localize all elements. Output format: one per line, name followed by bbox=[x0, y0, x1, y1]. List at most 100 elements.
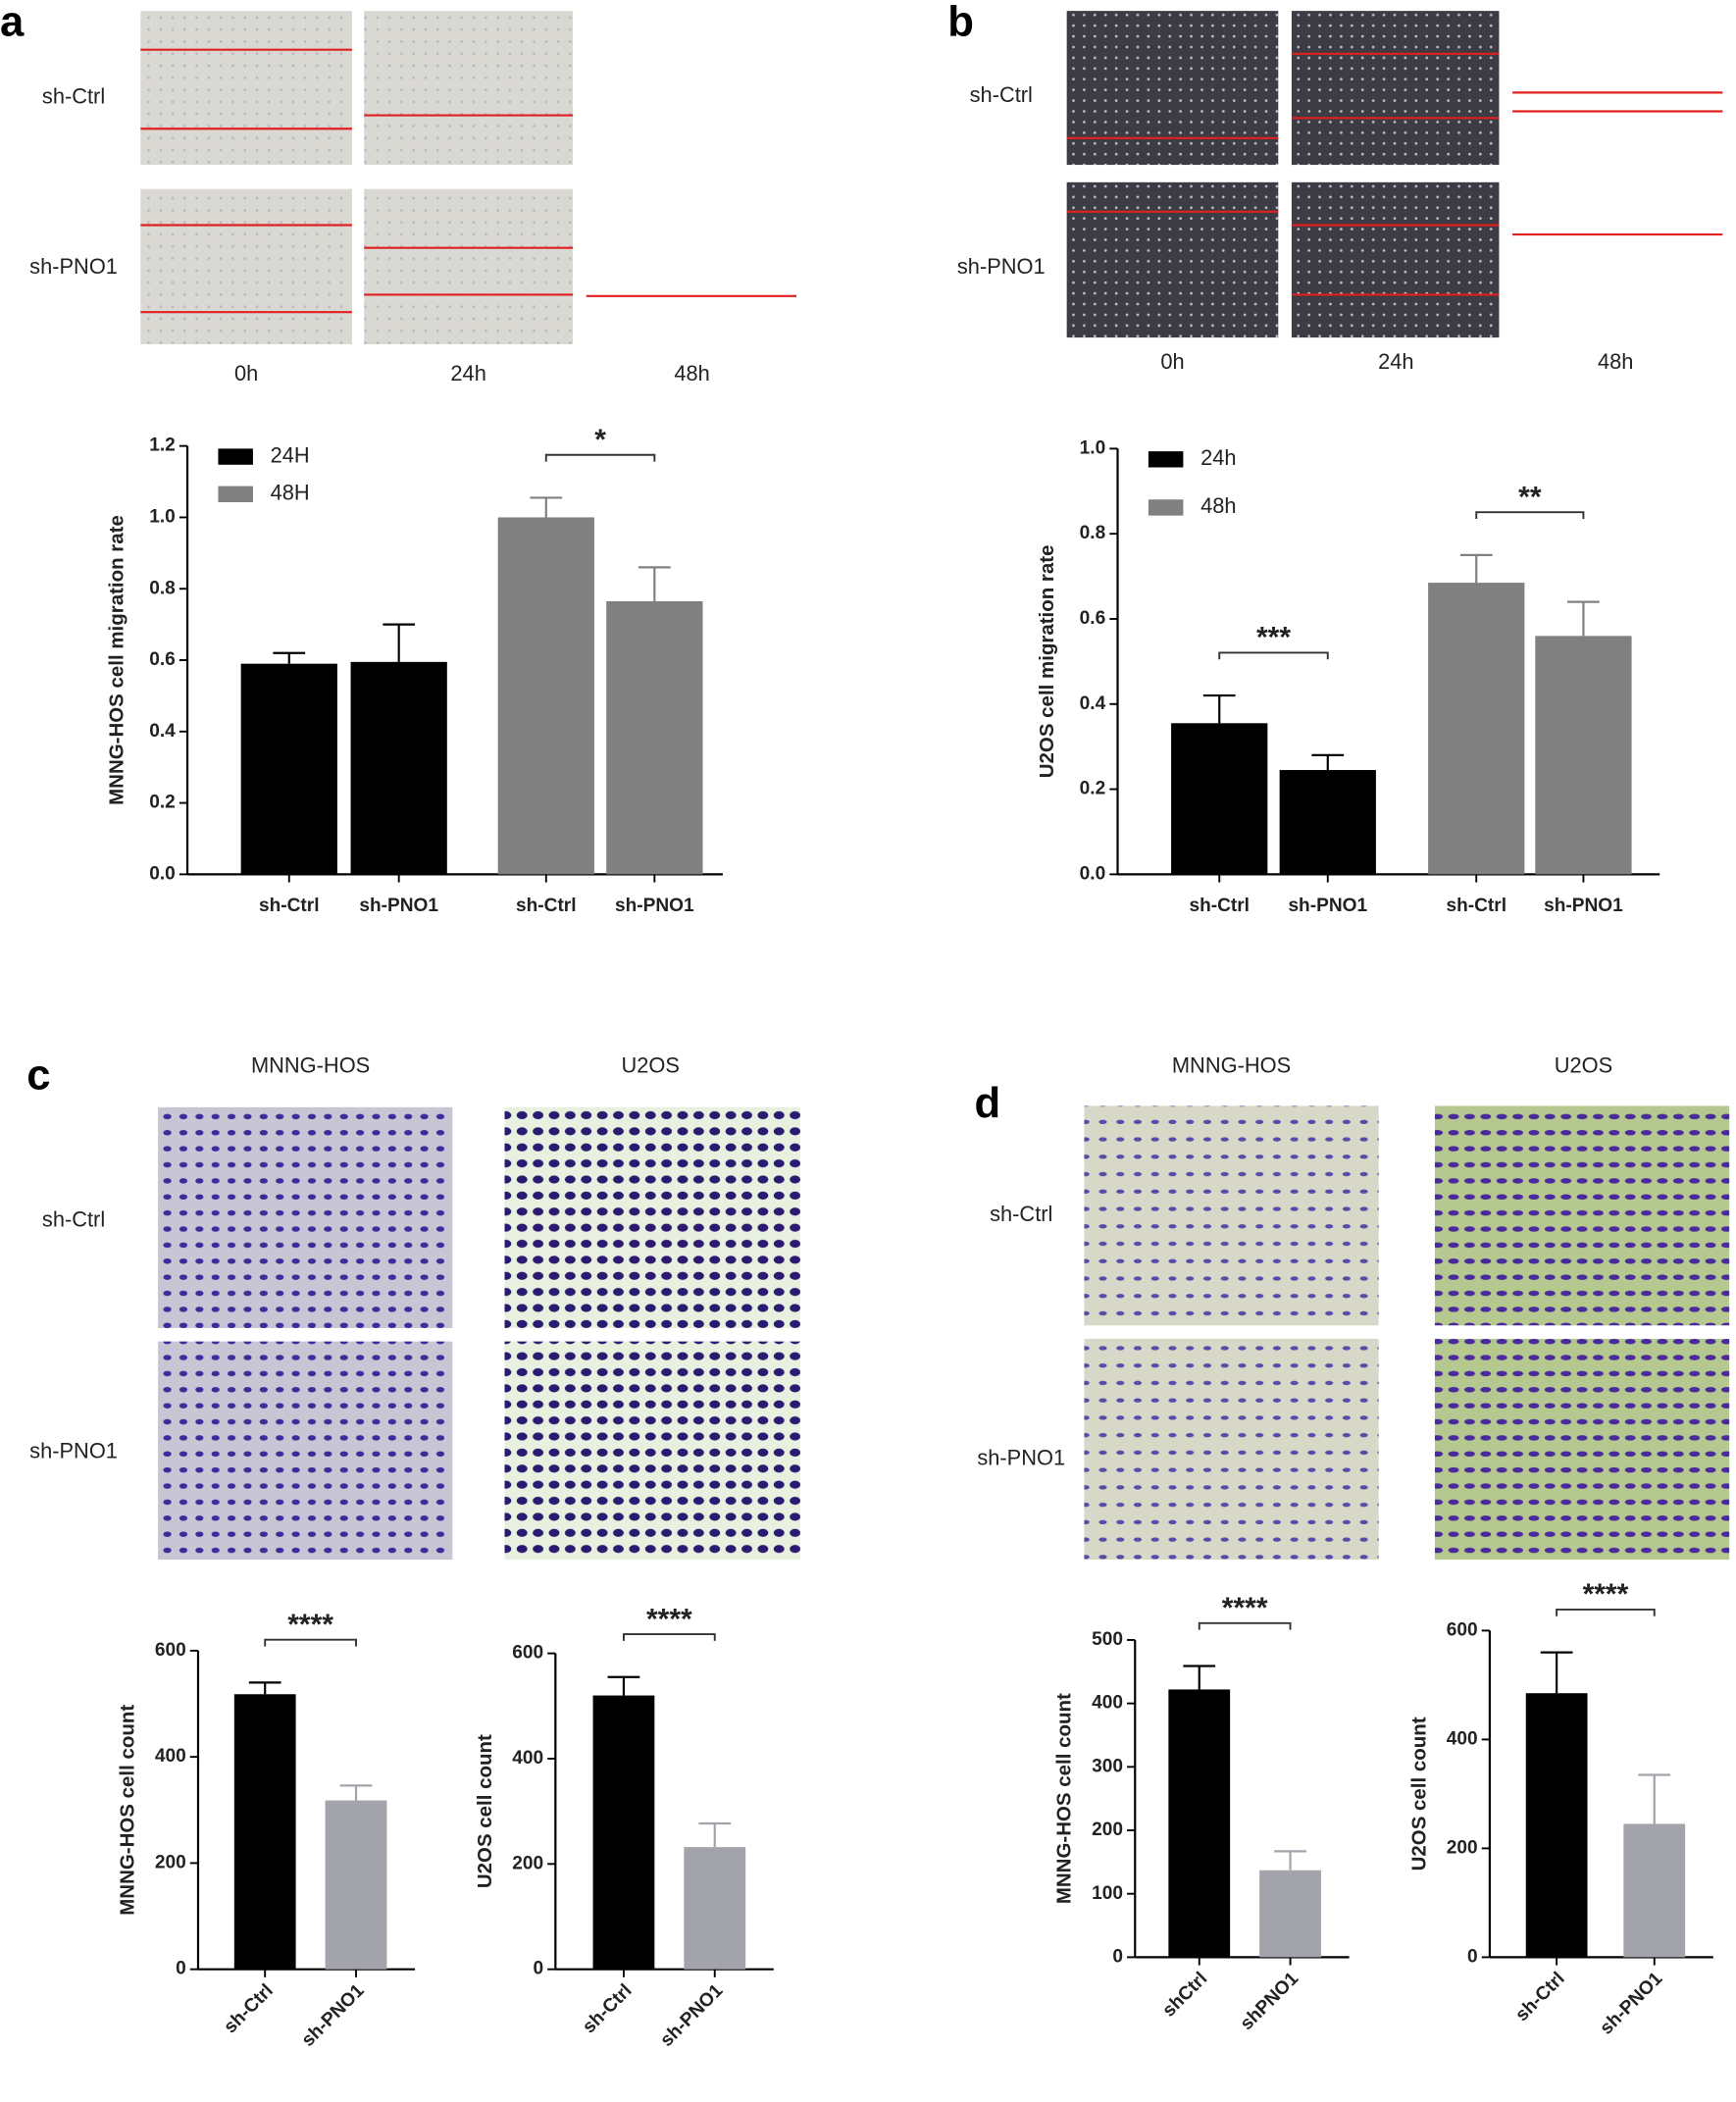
x-tick-label: shPNO1 bbox=[1237, 1968, 1303, 2034]
x-tick-label: sh-Ctrl bbox=[516, 896, 577, 916]
y-tick-label: 600 bbox=[155, 1640, 186, 1661]
micrograph bbox=[1434, 1338, 1730, 1561]
panel-letter: c bbox=[26, 1051, 50, 1099]
column-label: 48h bbox=[674, 361, 709, 385]
y-tick-label: 0.4 bbox=[149, 721, 176, 742]
y-tick-label: 500 bbox=[1092, 1629, 1123, 1650]
panel-letter: a bbox=[0, 0, 25, 45]
y-tick-label: 400 bbox=[1447, 1728, 1478, 1749]
micrograph bbox=[587, 189, 796, 344]
bar bbox=[1171, 723, 1268, 875]
x-tick-label: sh-PNO1 bbox=[298, 1980, 369, 2051]
bar bbox=[684, 1847, 746, 1970]
bar bbox=[325, 1800, 387, 1970]
y-tick-label: 0.6 bbox=[1080, 608, 1106, 629]
significance-label: **** bbox=[1583, 1578, 1629, 1611]
micrograph bbox=[504, 1341, 801, 1561]
y-tick-label: 0.6 bbox=[149, 649, 176, 670]
micrographs bbox=[140, 11, 1730, 1561]
row-label: sh-PNO1 bbox=[29, 1439, 118, 1463]
x-tick-label: sh-Ctrl bbox=[259, 896, 320, 916]
significance-bracket bbox=[1556, 1608, 1656, 1616]
y-tick-label: 100 bbox=[1092, 1883, 1123, 1904]
legend-swatch bbox=[1148, 499, 1184, 516]
bar bbox=[233, 1694, 296, 1970]
y-tick-label: 200 bbox=[512, 1853, 543, 1873]
column-label: 48h bbox=[1598, 349, 1633, 374]
y-tick-label: 1.0 bbox=[149, 506, 176, 527]
x-tick-label: sh-Ctrl bbox=[1189, 896, 1250, 916]
significance-label: * bbox=[594, 424, 606, 456]
bar bbox=[350, 661, 447, 875]
micrograph bbox=[364, 11, 574, 166]
micrograph bbox=[1066, 11, 1279, 166]
micrograph bbox=[1066, 181, 1279, 338]
y-axis-label: MNNG-HOS cell count bbox=[116, 1705, 138, 1916]
y-tick-label: 400 bbox=[512, 1748, 543, 1769]
bar bbox=[606, 600, 703, 875]
column-label: MNNG-HOS bbox=[251, 1053, 370, 1078]
bar bbox=[1279, 770, 1376, 875]
bar bbox=[1168, 1689, 1231, 1958]
micrograph bbox=[1512, 11, 1722, 165]
micrograph bbox=[364, 188, 574, 344]
y-tick-label: 1.2 bbox=[149, 436, 176, 456]
bar bbox=[1525, 1693, 1588, 1958]
micrograph bbox=[140, 188, 352, 344]
y-tick-label: 600 bbox=[512, 1643, 543, 1664]
x-tick-label: sh-PNO1 bbox=[1288, 896, 1367, 916]
y-tick-label: 200 bbox=[1092, 1820, 1123, 1840]
row-label: sh-PNO1 bbox=[977, 1445, 1065, 1469]
micrograph bbox=[504, 1106, 801, 1328]
y-tick-label: 1.0 bbox=[1080, 437, 1106, 458]
significance-bracket bbox=[1218, 651, 1329, 660]
column-label: MNNG-HOS bbox=[1172, 1053, 1291, 1078]
panel-letter: d bbox=[974, 1079, 1000, 1127]
legend-label: 48h bbox=[1200, 493, 1236, 518]
significance-bracket bbox=[544, 453, 656, 462]
row-label: sh-Ctrl bbox=[990, 1202, 1052, 1226]
micrograph bbox=[140, 11, 352, 166]
significance-label: *** bbox=[1256, 622, 1291, 654]
significance-bracket bbox=[264, 1638, 357, 1647]
y-axis-label: U2OS cell count bbox=[1407, 1717, 1430, 1871]
y-tick-label: 400 bbox=[155, 1746, 186, 1767]
x-tick-label: sh-PNO1 bbox=[1596, 1968, 1666, 2038]
x-tick-label: sh-PNO1 bbox=[615, 896, 694, 916]
bar bbox=[592, 1695, 655, 1970]
column-label: U2OS bbox=[622, 1053, 680, 1078]
significance-label: **** bbox=[1222, 1592, 1268, 1624]
bar bbox=[240, 663, 337, 875]
y-tick-label: 200 bbox=[1447, 1837, 1478, 1858]
y-tick-label: 200 bbox=[155, 1852, 186, 1872]
y-tick-label: 0.8 bbox=[149, 578, 176, 598]
y-axis-label: MNNG-HOS cell migration rate bbox=[105, 515, 128, 805]
x-tick-label: sh-Ctrl bbox=[1446, 896, 1506, 916]
y-axis-label: MNNG-HOS cell count bbox=[1053, 1693, 1076, 1904]
x-tick-label: sh-PNO1 bbox=[359, 896, 438, 916]
bar bbox=[1259, 1870, 1321, 1958]
y-axis-label: U2OS cell count bbox=[474, 1734, 496, 1888]
row-label: sh-Ctrl bbox=[42, 1207, 105, 1232]
y-tick-label: 0.0 bbox=[149, 863, 176, 884]
column-label: 24h bbox=[1378, 349, 1413, 374]
x-tick-label: sh-PNO1 bbox=[656, 1980, 727, 2051]
x-tick-label: sh-Ctrl bbox=[579, 1980, 636, 2037]
y-tick-label: 0 bbox=[176, 1959, 186, 1979]
significance-label: **** bbox=[646, 1603, 692, 1635]
y-tick-label: 0.0 bbox=[1080, 863, 1106, 884]
row-label: sh-PNO1 bbox=[957, 254, 1046, 279]
x-tick-label: sh-PNO1 bbox=[1544, 896, 1623, 916]
column-label: 24h bbox=[450, 361, 485, 385]
x-tick-label: sh-Ctrl bbox=[220, 1980, 277, 2037]
column-label: 0h bbox=[234, 361, 258, 385]
x-tick-label: sh-Ctrl bbox=[1511, 1969, 1568, 2025]
y-tick-label: 0 bbox=[1467, 1946, 1478, 1967]
significance-bracket bbox=[622, 1633, 716, 1641]
bar bbox=[1535, 636, 1632, 875]
row-label: sh-Ctrl bbox=[970, 82, 1033, 107]
legend-label: 48H bbox=[271, 481, 310, 505]
micrograph bbox=[1434, 1105, 1730, 1326]
row-label: sh-PNO1 bbox=[29, 254, 118, 279]
